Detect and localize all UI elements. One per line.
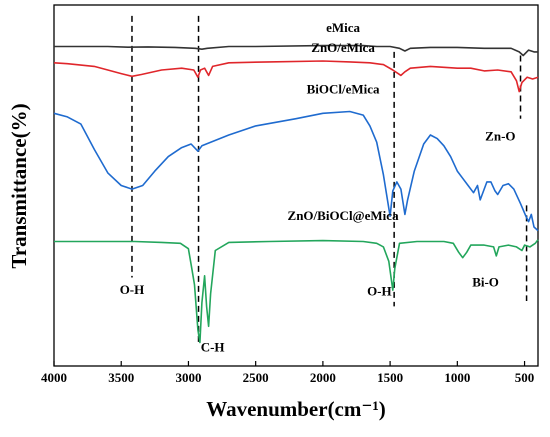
series-line-zno-emica <box>53 60 539 93</box>
x-tick-label: 4000 <box>41 370 67 385</box>
series-label: ZnO/eMica <box>311 40 375 55</box>
y-axis-title: Transmittance(%) <box>7 103 31 268</box>
annotation-label: Bi-O <box>472 275 499 290</box>
x-tick-label: 1000 <box>444 370 470 385</box>
series-label: BiOCl/eMica <box>307 81 380 96</box>
annotation-label: Zn-O <box>485 128 515 143</box>
x-tick-label: 1500 <box>377 370 403 385</box>
x-tick-label: 3000 <box>175 370 201 385</box>
series-label: eMica <box>326 20 360 35</box>
x-tick-label: 2500 <box>243 370 269 385</box>
series-line-biocl-emica <box>53 110 539 232</box>
series-line-zno-biocl-emica <box>54 239 539 344</box>
series-label: ZnO/BiOCl@eMica <box>288 208 400 223</box>
plot-frame <box>53 4 539 367</box>
reference-lines <box>131 15 528 343</box>
annotation-label: C-H <box>201 340 225 355</box>
x-axis-title: Wavenumber(cm⁻¹) <box>206 397 386 421</box>
x-tick-label: 3500 <box>108 370 134 385</box>
annotations: O-H C-H O-H Zn-O Bi-O <box>120 128 516 354</box>
annotation-label: O-H <box>120 282 145 297</box>
series-labels: eMica ZnO/eMica BiOCl/eMica ZnO/BiOCl@eMica <box>288 20 400 223</box>
annotation-label: O-H <box>367 284 392 299</box>
series-line-emica <box>54 44 538 57</box>
x-axis: 4000 3500 3000 2500 2000 1500 1000 500 <box>41 361 534 385</box>
x-tick-label: 500 <box>515 370 535 385</box>
series-group <box>53 44 539 344</box>
x-tick-label: 2000 <box>310 370 336 385</box>
